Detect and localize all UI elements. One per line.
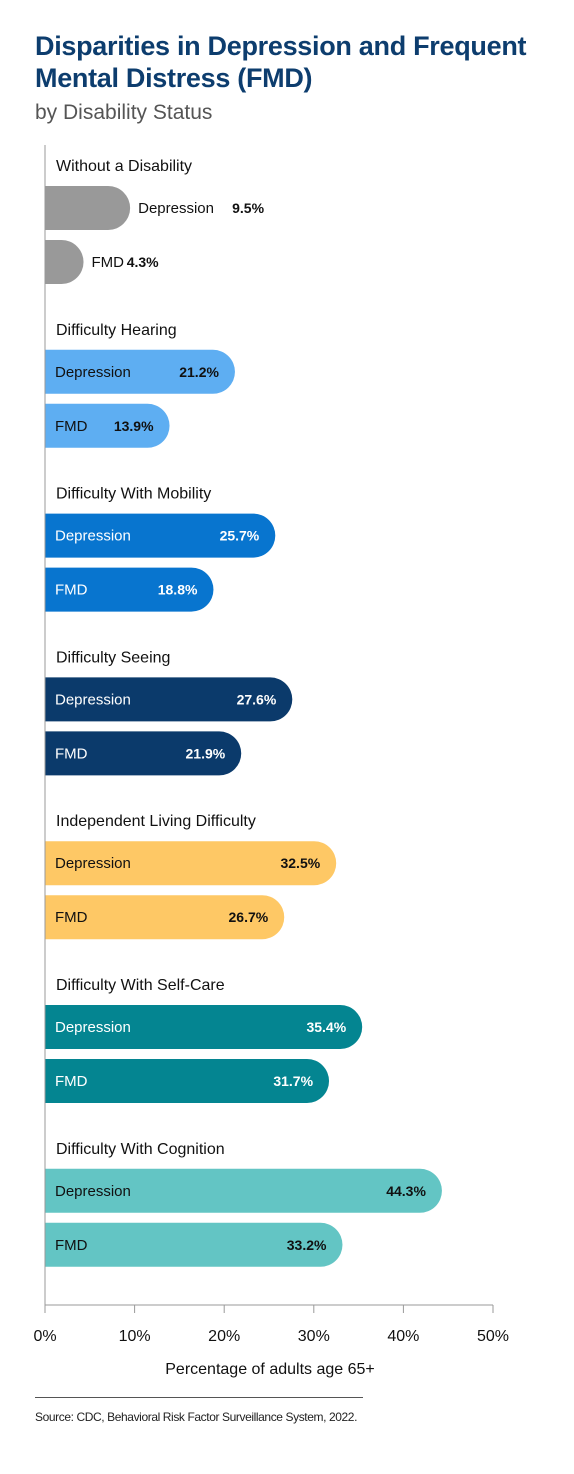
bar-value-label: 26.7%: [229, 909, 269, 925]
bar-value-label: 31.7%: [273, 1073, 313, 1089]
bar-value-label: 4.3%: [127, 254, 159, 270]
bar: [45, 349, 235, 394]
bar-category-label: FMD: [55, 1073, 88, 1090]
bar-value-label: 32.5%: [280, 855, 320, 871]
bar-value-label: 13.9%: [114, 418, 154, 434]
group-label: Difficulty Seeing: [56, 649, 170, 666]
group-label: Without a Disability: [56, 158, 192, 175]
bar-category-label: FMD: [55, 745, 88, 762]
chart-subtitle: by Disability Status: [35, 101, 213, 124]
bar-category-label: FMD: [55, 909, 88, 926]
x-tick-label: 0%: [33, 1328, 56, 1345]
bar: [45, 841, 337, 886]
bar: [45, 403, 170, 448]
bar: [45, 513, 276, 558]
bar-category-label: Depression: [55, 364, 131, 381]
bar: [45, 731, 242, 776]
bar: [45, 1059, 330, 1103]
footer-rule: [35, 1397, 363, 1398]
bar-category-label: FMD: [55, 1237, 88, 1254]
group-label: Difficulty Hearing: [56, 322, 177, 339]
bar: [45, 567, 214, 612]
bar-category-label: FMD: [55, 418, 88, 435]
bar-category-label: Depression: [55, 855, 131, 872]
x-tick-label: 30%: [298, 1328, 330, 1345]
bar-value-label: 44.3%: [386, 1183, 426, 1199]
bar-category-label: Depression: [55, 1183, 131, 1200]
bar-category-label: Depression: [55, 1019, 131, 1036]
bar-value-label: 25.7%: [220, 528, 260, 544]
bar: [45, 677, 293, 722]
bar-category-label: FMD: [55, 582, 88, 599]
x-axis-title: Percentage of adults age 65+: [165, 1361, 375, 1378]
bar-value-label: 9.5%: [232, 200, 264, 216]
x-tick-label: 50%: [477, 1328, 509, 1345]
bar: [45, 240, 84, 284]
bar-category-label: FMD: [92, 254, 125, 271]
bar-value-label: 33.2%: [287, 1237, 327, 1253]
group-label: Independent Living Difficulty: [56, 813, 256, 830]
bar-category-label: Depression: [138, 200, 214, 217]
group-label: Difficulty With Cognition: [56, 1141, 225, 1158]
x-tick-label: 20%: [208, 1328, 240, 1345]
bar-category-label: Depression: [55, 691, 131, 708]
bar-category-label: Depression: [55, 528, 131, 545]
bar: [45, 1222, 343, 1267]
bar-value-label: 35.4%: [306, 1019, 346, 1035]
x-tick-label: 10%: [119, 1328, 151, 1345]
bar-value-label: 27.6%: [237, 691, 277, 707]
bar-value-label: 21.2%: [179, 364, 219, 380]
group-label: Difficulty With Mobility: [56, 486, 211, 503]
bar: [45, 1005, 363, 1049]
bar-value-label: 18.8%: [158, 582, 198, 598]
bar: [45, 186, 131, 230]
group-label: Difficulty With Self-Care: [56, 977, 225, 994]
x-tick-label: 40%: [387, 1328, 419, 1345]
bar: [45, 1168, 442, 1213]
source-note: Source: CDC, Behavioral Risk Factor Surv…: [35, 1410, 358, 1424]
bar: [45, 895, 285, 940]
chart-title: Disparities in Depression and Frequent M…: [35, 31, 527, 93]
bar-value-label: 21.9%: [186, 745, 226, 761]
